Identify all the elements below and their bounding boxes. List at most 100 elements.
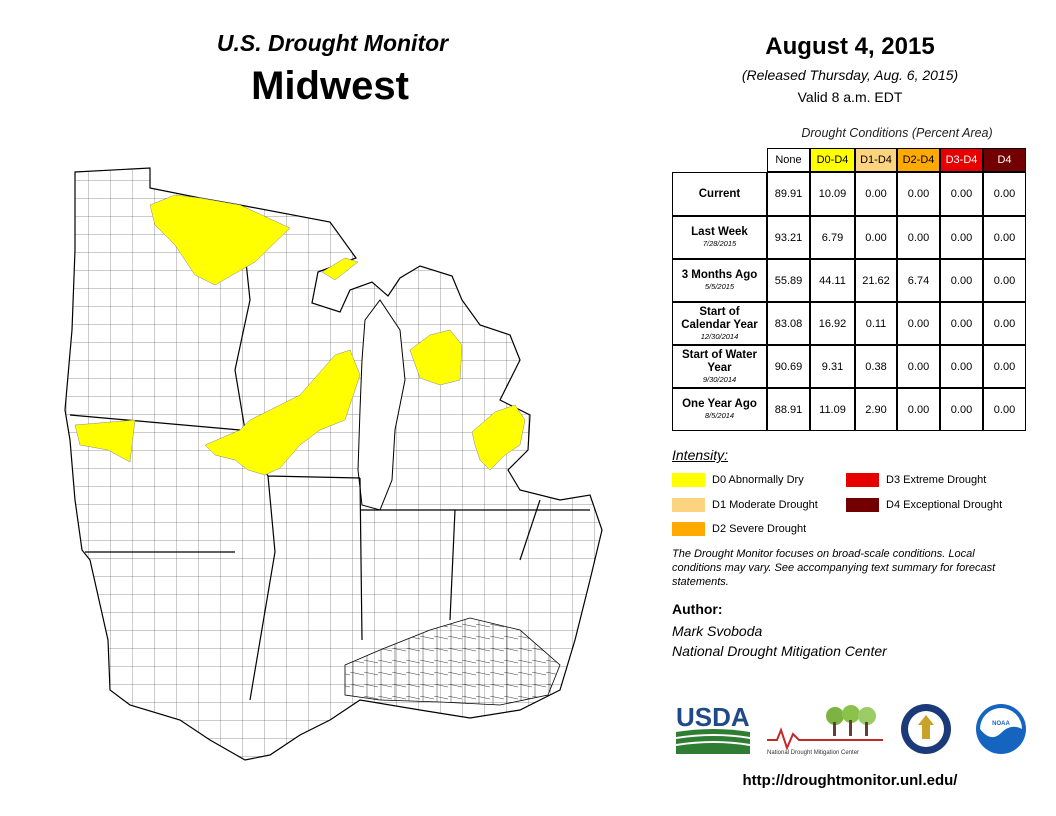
table-row-label: Start of Calendar Year 12/30/2014 [672, 302, 767, 345]
d0-area-wisconsin [204, 349, 361, 476]
disclaimer-note: The Drought Monitor focuses on broad-sca… [672, 548, 996, 588]
legend-swatch [846, 473, 879, 487]
table-cell: 0.00 [940, 388, 983, 431]
legend-swatch [846, 498, 879, 512]
table-cell: 0.00 [897, 302, 940, 345]
table-caption: Drought Conditions (Percent Area) [801, 126, 993, 140]
row-title: Start of Water Year [682, 348, 757, 374]
release-date: (Released Thursday, Aug. 6, 2015) [741, 67, 959, 83]
d0-area-upper-peninsula [321, 257, 359, 281]
legend-swatch [672, 473, 705, 487]
table-row-label: 3 Months Ago 5/5/2015 [672, 259, 767, 302]
table-cell: 6.74 [897, 259, 940, 302]
table-cell: 0.00 [940, 216, 983, 259]
row-date: 8/5/2014 [704, 411, 735, 420]
table-cell: 83.08 [767, 302, 810, 345]
legend-label: D2 Severe Drought [712, 523, 807, 535]
table-cell: 0.00 [940, 259, 983, 302]
table-cell: 0.00 [983, 388, 1026, 431]
table-cell: 11.09 [810, 388, 855, 431]
row-title: Start of Calendar Year [681, 305, 758, 331]
ndmc-wordmark: National Drought Mitigation Center [767, 750, 859, 756]
legend-label: D4 Exceptional Drought [886, 499, 1003, 511]
table-cell: 0.11 [855, 302, 897, 345]
drought-map [64, 167, 603, 761]
state-borders [69, 204, 590, 701]
table-row-label: Start of Water Year 9/30/2014 [672, 345, 767, 388]
table-cell: 88.91 [767, 388, 810, 431]
ndmc-logo: National Drought Mitigation Center [765, 702, 885, 758]
d0-area-northern-michigan [409, 329, 463, 386]
legend-label: D0 Abnormally Dry [712, 474, 804, 486]
table-row-label: Current [672, 172, 767, 216]
map-date: August 4, 2015 [765, 33, 935, 60]
kentucky [344, 617, 561, 706]
table-header-none: None [767, 148, 810, 172]
table-cell: 0.00 [940, 172, 983, 216]
legend-swatch [672, 498, 705, 512]
program-title: U.S. Drought Monitor [216, 30, 449, 56]
table-cell: 0.00 [983, 172, 1026, 216]
table-cell: 0.00 [855, 172, 897, 216]
row-date: 5/5/2015 [704, 282, 735, 291]
website-url[interactable]: http://droughtmonitor.unl.edu/ [742, 772, 958, 789]
legend-label: D1 Moderate Drought [712, 499, 818, 511]
table-cell: 0.38 [855, 345, 897, 388]
row-title: Last Week [691, 226, 748, 238]
table-cell: 0.00 [940, 302, 983, 345]
row-date: 7/28/2015 [702, 239, 737, 248]
table-row-label: One Year Ago 8/5/2014 [672, 388, 767, 431]
author-heading: Author: [672, 601, 723, 617]
legend-label: D3 Extreme Drought [886, 474, 987, 486]
table-cell: 0.00 [940, 345, 983, 388]
row-title: 3 Months Ago [681, 269, 758, 281]
table-cell: 0.00 [897, 345, 940, 388]
region-outline [64, 167, 603, 761]
table-header-d4: D4 [983, 148, 1026, 172]
table-cell: 44.11 [810, 259, 855, 302]
table-cell: 90.69 [767, 345, 810, 388]
table-header-d2-d4: D2-D4 [897, 148, 940, 172]
usda-wordmark: USDA [676, 702, 750, 732]
table-cell: 0.00 [897, 388, 940, 431]
d0-area-thumb-michigan [471, 404, 526, 471]
table-cell: 6.79 [810, 216, 855, 259]
table-header-d3-d4: D3-D4 [940, 148, 983, 172]
row-date: 9/30/2014 [702, 374, 737, 384]
table-cell: 0.00 [897, 216, 940, 259]
d0-area-minnesota [149, 194, 291, 286]
author-name: Mark Svoboda [672, 623, 763, 639]
states-layer [64, 167, 603, 761]
author-org: National Drought Mitigation Center [672, 643, 887, 659]
row-title: Current [698, 187, 741, 200]
table-header-d0-d4: D0-D4 [810, 148, 855, 172]
table-cell: 0.00 [983, 302, 1026, 345]
table-cell: 0.00 [897, 172, 940, 216]
table-cell: 0.00 [983, 216, 1026, 259]
table-cell: 89.91 [767, 172, 810, 216]
lake-michigan [357, 299, 406, 511]
legend-title: Intensity: [672, 447, 729, 463]
row-date: 12/30/2014 [700, 331, 739, 341]
row-title: One Year Ago [682, 398, 757, 410]
table-cell: 0.00 [983, 259, 1026, 302]
region-title: Midwest [251, 64, 409, 108]
legend-swatch [672, 522, 705, 536]
valid-time: Valid 8 a.m. EDT [797, 89, 903, 105]
table-cell: 93.21 [767, 216, 810, 259]
table-header-d1-d4: D1-D4 [855, 148, 897, 172]
table-cell: 2.90 [855, 388, 897, 431]
noaa-logo: NOAA [975, 703, 1027, 755]
usda-logo: USDA [674, 700, 754, 756]
doc-seal-logo [900, 703, 952, 755]
noaa-wordmark: NOAA [992, 721, 1010, 727]
table-row-label: Last Week 7/28/2015 [672, 216, 767, 259]
author-block: Mark Svoboda National Drought Mitigation… [672, 621, 887, 661]
table-cell: 9.31 [810, 345, 855, 388]
table-cell: 55.89 [767, 259, 810, 302]
table-cell: 16.92 [810, 302, 855, 345]
d0-area-iowa [74, 419, 136, 463]
table-cell: 0.00 [855, 216, 897, 259]
table-cell: 0.00 [983, 345, 1026, 388]
table-cell: 10.09 [810, 172, 855, 216]
